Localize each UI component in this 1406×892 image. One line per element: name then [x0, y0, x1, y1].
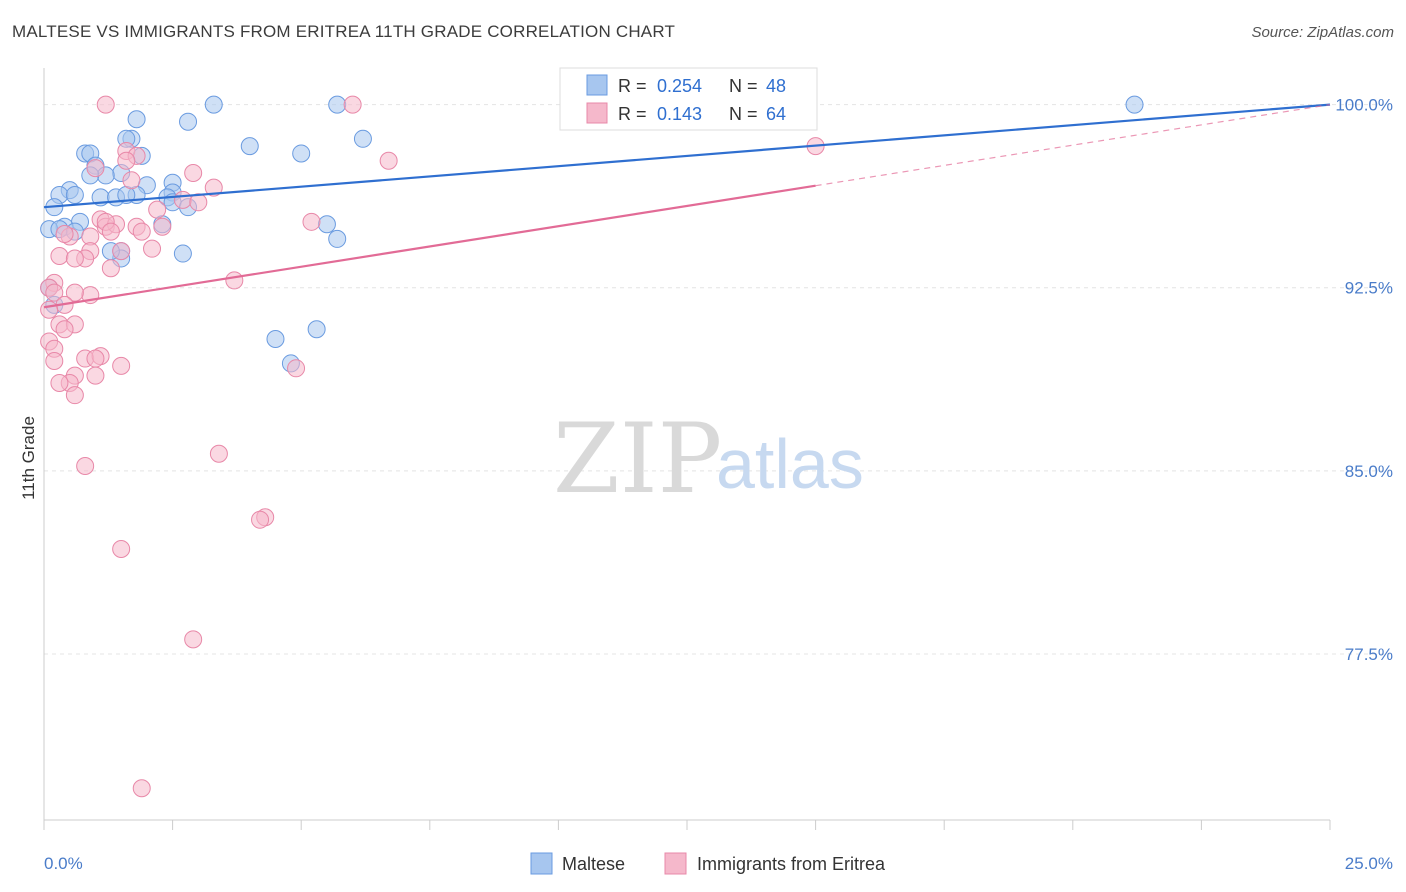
watermark-atlas: atlas [716, 425, 864, 503]
legend-n-value-1: 48 [766, 76, 786, 96]
y-tick-label-0: 100.0% [1335, 96, 1393, 115]
maltese-point-44 [266, 330, 285, 349]
eritrea-point-60 [184, 630, 203, 649]
legend-swatch-eritrea [586, 102, 608, 124]
maltese-point-4 [179, 112, 198, 131]
eritrea-point-59 [112, 539, 131, 558]
eritrea-point-49 [287, 359, 306, 378]
eritrea-point-51 [86, 366, 105, 385]
eritrea-point-26 [112, 242, 131, 261]
eritrea-point-25 [143, 239, 162, 258]
maltese-point-1 [328, 95, 347, 114]
legend-n-label-2: N = [729, 104, 758, 124]
eritrea-point-10 [173, 190, 192, 209]
maltese-point-0 [204, 95, 223, 114]
series-legend: Maltese Immigrants from Eritrea [530, 852, 886, 875]
maltese-point-6 [353, 129, 372, 148]
watermark-zip: ZIP [553, 403, 722, 515]
eritrea-point-61 [132, 779, 151, 798]
eritrea-point-48 [112, 356, 131, 375]
eritrea-point-5 [379, 151, 398, 170]
x-tick-label-1: 25.0% [1345, 854, 1393, 873]
x-tick-label-0: 0.0% [44, 854, 83, 873]
eritrea-point-35 [45, 283, 64, 302]
watermark: ZIP atlas [553, 403, 864, 515]
eritrea-point-4 [117, 151, 136, 170]
eritrea-point-53 [50, 373, 69, 392]
eritrea-point-37 [65, 283, 84, 302]
legend-r-value-2: 0.143 [657, 104, 702, 124]
y-tick-label-1: 92.5% [1345, 279, 1393, 298]
eritrea-point-6 [184, 163, 203, 182]
legend-r-value-1: 0.254 [657, 76, 702, 96]
eritrea-point-42 [55, 320, 74, 339]
eritrea-point-7 [86, 159, 105, 178]
y-axis-label: 11th Grade [19, 416, 38, 500]
eritrea-point-32 [225, 271, 244, 290]
data-points [40, 95, 1144, 798]
eritrea-point-14 [302, 212, 321, 231]
legend-n-value-2: 64 [766, 104, 786, 124]
eritrea-trend-extension [815, 104, 1331, 187]
maltese-point-3 [127, 110, 146, 129]
eritrea-point-45 [45, 351, 64, 370]
eritrea-point-9 [204, 178, 223, 197]
legend-label-eritrea: Immigrants from Eritrea [697, 854, 886, 874]
maltese-point-23 [65, 185, 84, 204]
legend-marker-eritrea [664, 852, 687, 875]
y-tick-label-2: 85.0% [1345, 462, 1393, 481]
source-label: Source: ZipAtlas.com [1251, 24, 1394, 41]
eritrea-point-56 [76, 456, 95, 475]
legend-r-label-1: R = [618, 76, 647, 96]
eritrea-point-24 [55, 225, 74, 244]
eritrea-trend-line [43, 184, 816, 309]
trend-lines [43, 103, 1331, 309]
axes [43, 68, 1331, 830]
y-tick-labels: 100.0% 92.5% 85.0% 77.5% [1335, 96, 1393, 664]
eritrea-point-12 [148, 200, 167, 219]
maltese-point-7 [240, 137, 259, 156]
maltese-point-31 [317, 215, 336, 234]
maltese-point-36 [328, 229, 347, 248]
eritrea-point-30 [65, 249, 84, 268]
eritrea-point-31 [101, 259, 120, 278]
stats-legend: R = 0.254 N = 48 R = 0.143 N = 64 [559, 67, 818, 131]
chart-title: MALTESE VS IMMIGRANTS FROM ERITREA 11TH … [12, 22, 676, 41]
eritrea-point-54 [65, 386, 84, 405]
grid-lines [44, 104, 1390, 655]
eritrea-point-62 [86, 349, 105, 368]
x-tick-labels: 0.0% 25.0% [44, 854, 1393, 873]
eritrea-point-58 [251, 510, 270, 529]
maltese-point-43 [307, 320, 326, 339]
legend-r-label-2: R = [618, 104, 647, 124]
legend-label-maltese: Maltese [562, 854, 625, 874]
legend-n-label-1: N = [729, 76, 758, 96]
maltese-trend-line [43, 103, 1331, 209]
eritrea-point-39 [40, 300, 59, 319]
legend-swatch-maltese [586, 74, 608, 96]
maltese-point-38 [173, 244, 192, 263]
eritrea-point-20 [101, 222, 120, 241]
eritrea-point-28 [50, 247, 69, 265]
eritrea-point-21 [132, 222, 151, 241]
maltese-point-2 [1125, 95, 1144, 114]
eritrea-point-1 [343, 95, 362, 114]
eritrea-point-19 [153, 217, 172, 236]
y-tick-label-3: 77.5% [1345, 645, 1393, 664]
eritrea-point-55 [209, 444, 228, 463]
eritrea-point-8 [122, 171, 141, 190]
legend-marker-maltese [530, 852, 553, 875]
eritrea-point-0 [96, 95, 115, 114]
maltese-point-10 [292, 144, 311, 163]
